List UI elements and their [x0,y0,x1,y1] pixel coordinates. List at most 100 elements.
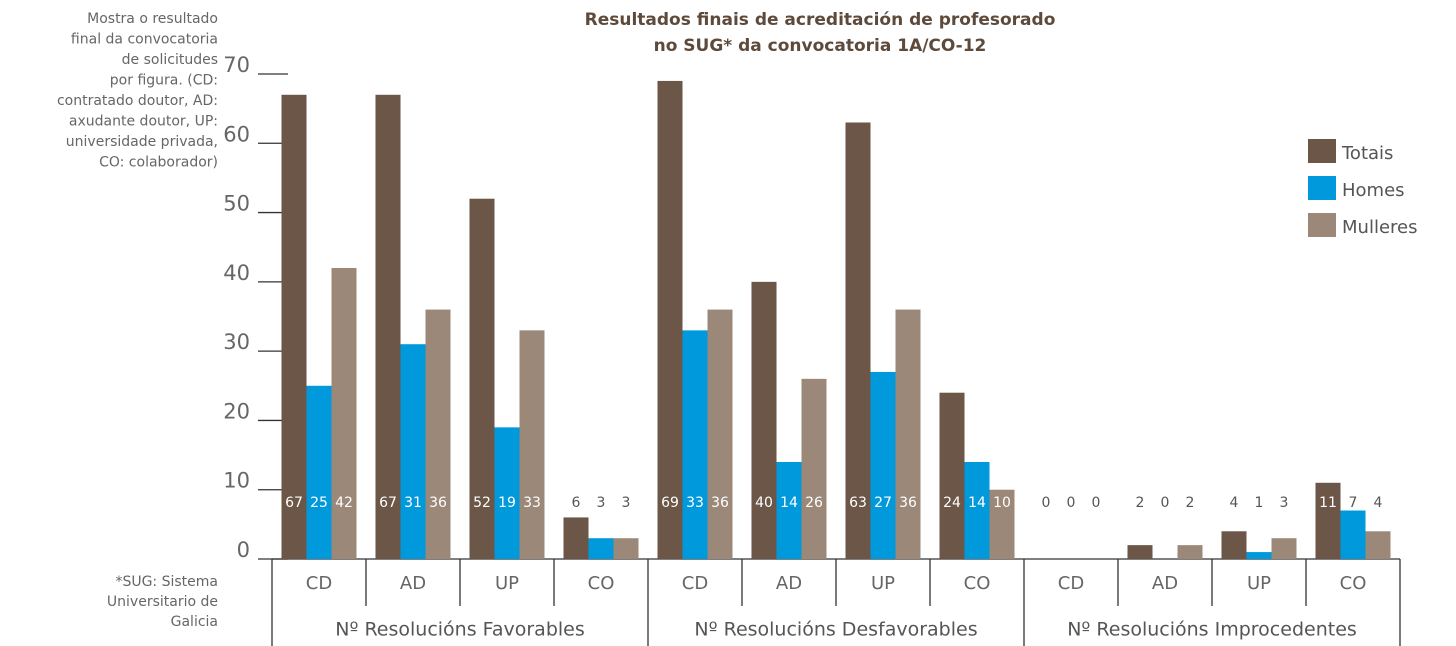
data-label: 69 [661,495,679,511]
bar [613,538,639,559]
bar [989,489,1015,559]
legend-label: Mulleres [1342,217,1417,238]
footnote: Galicia [171,614,218,630]
y-tick-label: 10 [223,469,250,493]
bar [1315,482,1341,559]
y-tick-label: 0 [237,538,250,562]
bar [1127,545,1153,559]
footnote: *SUG: Sistema [115,574,218,590]
bar [657,80,683,559]
data-label: 1 [1255,495,1264,511]
bar [1221,531,1247,559]
group-label: Nº Resolucións Favorables [335,619,585,641]
bar [1246,552,1272,559]
bar [964,462,990,559]
data-label: 10 [993,495,1011,511]
data-label: 25 [310,495,328,511]
x-tick-label: AD [400,573,426,594]
y-tick-label: 60 [223,122,250,146]
annotation: CO: colaborador) [99,155,218,171]
data-label: 33 [523,495,541,511]
annotation: de solicitudes [122,52,218,68]
annotation: contratado doutor, AD: [57,93,218,109]
data-label: 0 [1161,495,1170,511]
data-label: 3 [622,495,631,511]
data-label: 6 [572,495,581,511]
bar [776,462,802,559]
data-label: 4 [1230,495,1239,511]
data-label: 33 [686,495,704,511]
data-label: 27 [874,495,892,511]
bar [494,427,520,559]
annotation: por figura. (CD: [110,73,218,89]
x-tick-label: CD [682,573,708,594]
x-tick-label: CD [306,573,332,594]
annotation: universidade privada, [66,134,218,150]
y-tick-label: 40 [223,261,250,285]
data-label: 11 [1319,495,1337,511]
bar [469,198,495,559]
x-tick-label: UP [495,573,519,594]
data-label: 4 [1374,495,1383,511]
bar [707,309,733,559]
data-label: 36 [899,495,917,511]
bar [801,378,827,559]
group-label: Nº Resolucións Improcedentes [1067,619,1357,641]
y-tick-label: 20 [223,399,250,423]
legend-swatch [1308,213,1336,237]
data-label: 24 [943,495,961,511]
annotation: Mostra o resultado [87,11,218,27]
x-tick-label: CO [1340,573,1367,594]
chart-title: no SUG* da convocatoria 1A/CO-12 [654,36,987,56]
bar [939,392,965,559]
legend-label: Homes [1342,180,1405,201]
bar [895,309,921,559]
x-tick-label: CO [964,573,991,594]
group-label: Nº Resolucións Desfavorables [694,619,977,641]
footnote: Universitario de [107,594,218,610]
data-label: 7 [1349,495,1358,511]
bar [519,330,545,559]
bar [682,330,708,559]
bar [306,385,332,559]
annotation: final da convocatoria [71,32,218,48]
bar [425,309,451,559]
legend-label: Totais [1341,143,1393,164]
data-label: 0 [1092,495,1101,511]
data-label: 2 [1136,495,1145,511]
annotation: axudante doutor, UP: [69,114,218,130]
legend-swatch [1308,139,1336,163]
bar [751,281,777,559]
data-label: 36 [711,495,729,511]
y-tick-label: 50 [223,192,250,216]
x-tick-label: CO [588,573,615,594]
x-tick-label: AD [1152,573,1178,594]
x-tick-label: UP [1247,573,1271,594]
bar [588,538,614,559]
bar [563,517,589,559]
data-label: 67 [379,495,397,511]
data-label: 3 [597,495,606,511]
data-label: 0 [1067,495,1076,511]
data-label: 19 [498,495,516,511]
legend-swatch [1308,176,1336,200]
x-tick-label: CD [1058,573,1084,594]
data-label: 42 [335,495,353,511]
bar [1365,531,1391,559]
data-label: 67 [285,495,303,511]
y-tick-label: 30 [223,330,250,354]
chart-title: Resultados finais de acreditación de pro… [585,10,1056,30]
bar [1271,538,1297,559]
data-label: 31 [404,495,422,511]
y-tick-label: 70 [223,53,250,77]
data-label: 14 [968,495,986,511]
data-label: 0 [1042,495,1051,511]
bar [1177,545,1203,559]
x-tick-label: AD [776,573,802,594]
bar [375,94,401,560]
data-label: 63 [849,495,867,511]
data-label: 52 [473,495,491,511]
data-label: 2 [1186,495,1195,511]
data-label: 26 [805,495,823,511]
